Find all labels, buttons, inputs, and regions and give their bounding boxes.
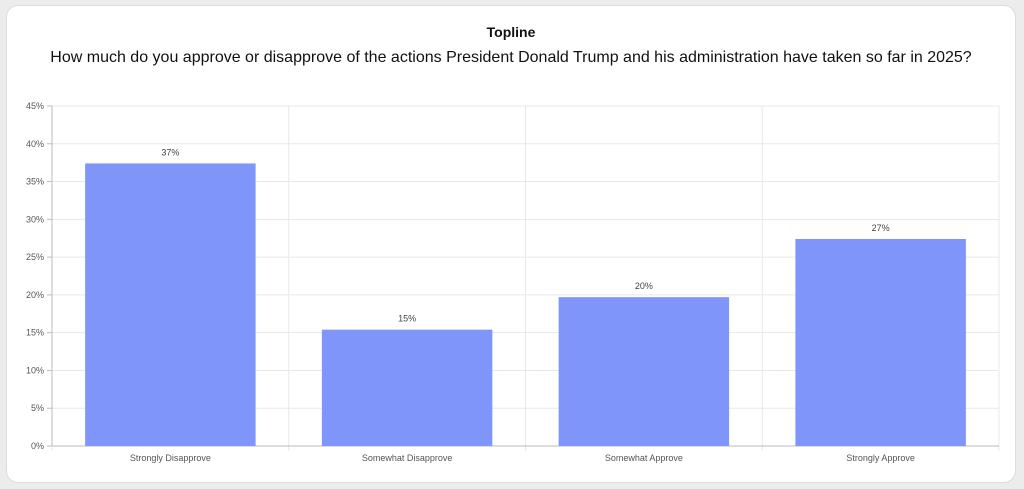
x-category-label: Strongly Disapprove: [130, 453, 211, 463]
y-tick-label: 15%: [26, 328, 44, 338]
x-category-label: Strongly Approve: [846, 453, 915, 463]
y-tick-label: 0%: [31, 441, 44, 451]
bar: [558, 297, 730, 446]
bar-data-label: 20%: [635, 281, 653, 291]
chart-question: How much do you approve or disapprove of…: [50, 49, 972, 66]
x-category-label: Somewhat Approve: [605, 453, 683, 463]
bar-data-label: 15%: [398, 314, 416, 324]
bar: [321, 329, 493, 446]
bar: [795, 238, 966, 446]
y-tick-label: 45%: [26, 101, 44, 111]
bar: [85, 163, 256, 446]
y-tick-label: 35%: [26, 177, 44, 187]
y-tick-label: 10%: [26, 365, 44, 375]
y-tick-label: 40%: [26, 139, 44, 149]
bar-data-label: 27%: [872, 223, 890, 233]
bar-data-label: 37%: [161, 147, 179, 157]
y-tick-label: 5%: [31, 403, 44, 413]
chart-heading: Topline: [486, 24, 536, 40]
x-category-label: Somewhat Disapprove: [362, 453, 453, 463]
y-tick-label: 25%: [26, 252, 44, 262]
y-tick-label: 30%: [26, 214, 44, 224]
y-tick-label: 20%: [26, 290, 44, 300]
